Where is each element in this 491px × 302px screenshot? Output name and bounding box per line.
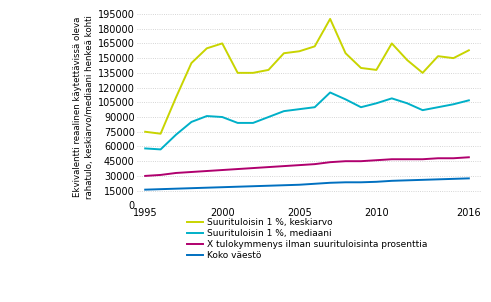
Koko väestö bbox=[281, 183, 287, 187]
Koko väestö bbox=[435, 178, 441, 181]
Suurituloisin 1 %, mediaani bbox=[297, 108, 302, 111]
X tulokymmenys ilman suurituloisinta prosenttia bbox=[420, 157, 426, 161]
X tulokymmenys ilman suurituloisinta prosenttia bbox=[297, 163, 302, 167]
Koko väestö bbox=[266, 184, 272, 188]
Koko väestö bbox=[327, 181, 333, 185]
X tulokymmenys ilman suurituloisinta prosenttia bbox=[219, 168, 225, 172]
X tulokymmenys ilman suurituloisinta prosenttia bbox=[142, 174, 148, 178]
Suurituloisin 1 %, mediaani bbox=[404, 101, 410, 105]
X tulokymmenys ilman suurituloisinta prosenttia bbox=[312, 162, 318, 166]
Suurituloisin 1 %, keskiarvo bbox=[250, 71, 256, 75]
Suurituloisin 1 %, keskiarvo bbox=[312, 44, 318, 48]
Suurituloisin 1 %, mediaani bbox=[312, 105, 318, 109]
Suurituloisin 1 %, keskiarvo bbox=[297, 50, 302, 53]
Suurituloisin 1 %, keskiarvo bbox=[327, 17, 333, 21]
Koko väestö bbox=[374, 180, 380, 184]
Suurituloisin 1 %, mediaani bbox=[189, 120, 194, 124]
X tulokymmenys ilman suurituloisinta prosenttia bbox=[173, 171, 179, 175]
Suurituloisin 1 %, keskiarvo bbox=[219, 42, 225, 45]
Suurituloisin 1 %, keskiarvo bbox=[343, 51, 349, 55]
X tulokymmenys ilman suurituloisinta prosenttia bbox=[235, 167, 241, 171]
Suurituloisin 1 %, mediaani bbox=[435, 105, 441, 109]
Suurituloisin 1 %, mediaani bbox=[450, 102, 456, 106]
Suurituloisin 1 %, mediaani bbox=[219, 115, 225, 119]
Suurituloisin 1 %, mediaani bbox=[204, 114, 210, 118]
Koko väestö bbox=[466, 177, 472, 180]
Line: Suurituloisin 1 %, mediaani: Suurituloisin 1 %, mediaani bbox=[145, 92, 469, 149]
X tulokymmenys ilman suurituloisinta prosenttia bbox=[158, 173, 164, 177]
Koko väestö bbox=[173, 187, 179, 191]
Suurituloisin 1 %, keskiarvo bbox=[142, 130, 148, 133]
Suurituloisin 1 %, mediaani bbox=[173, 133, 179, 137]
Suurituloisin 1 %, mediaani bbox=[266, 115, 272, 119]
Koko väestö bbox=[404, 178, 410, 182]
X tulokymmenys ilman suurituloisinta prosenttia bbox=[374, 158, 380, 162]
Line: Koko väestö: Koko väestö bbox=[145, 178, 469, 190]
Koko väestö bbox=[142, 188, 148, 191]
Suurituloisin 1 %, keskiarvo bbox=[435, 54, 441, 58]
Suurituloisin 1 %, keskiarvo bbox=[266, 68, 272, 72]
Suurituloisin 1 %, mediaani bbox=[327, 91, 333, 94]
Suurituloisin 1 %, keskiarvo bbox=[420, 71, 426, 75]
Suurituloisin 1 %, mediaani bbox=[250, 121, 256, 125]
Koko väestö bbox=[235, 185, 241, 188]
Suurituloisin 1 %, keskiarvo bbox=[389, 42, 395, 45]
Suurituloisin 1 %, keskiarvo bbox=[466, 48, 472, 52]
Koko väestö bbox=[312, 182, 318, 185]
Suurituloisin 1 %, keskiarvo bbox=[281, 51, 287, 55]
Legend: Suurituloisin 1 %, keskiarvo, Suurituloisin 1 %, mediaani, X tulokymmenys ilman : Suurituloisin 1 %, keskiarvo, Suurituloi… bbox=[187, 218, 427, 261]
Suurituloisin 1 %, keskiarvo bbox=[404, 58, 410, 62]
Suurituloisin 1 %, keskiarvo bbox=[450, 56, 456, 60]
X tulokymmenys ilman suurituloisinta prosenttia bbox=[404, 157, 410, 161]
Koko väestö bbox=[204, 186, 210, 190]
Suurituloisin 1 %, mediaani bbox=[281, 109, 287, 113]
Koko väestö bbox=[158, 187, 164, 191]
Suurituloisin 1 %, keskiarvo bbox=[374, 68, 380, 72]
X tulokymmenys ilman suurituloisinta prosenttia bbox=[281, 164, 287, 168]
X tulokymmenys ilman suurituloisinta prosenttia bbox=[450, 156, 456, 160]
Suurituloisin 1 %, mediaani bbox=[158, 148, 164, 151]
Suurituloisin 1 %, keskiarvo bbox=[158, 132, 164, 136]
Koko väestö bbox=[450, 177, 456, 181]
X tulokymmenys ilman suurituloisinta prosenttia bbox=[358, 159, 364, 163]
Suurituloisin 1 %, mediaani bbox=[142, 146, 148, 150]
Suurituloisin 1 %, mediaani bbox=[343, 98, 349, 101]
Suurituloisin 1 %, mediaani bbox=[235, 121, 241, 125]
Suurituloisin 1 %, keskiarvo bbox=[189, 61, 194, 65]
Koko väestö bbox=[297, 183, 302, 187]
Y-axis label: Ekvivalentti reaalinen käytettävissä oleva
rahatulo, keskiarvo/mediaani henkeä k: Ekvivalentti reaalinen käytettävissä ole… bbox=[73, 15, 94, 199]
X tulokymmenys ilman suurituloisinta prosenttia bbox=[435, 156, 441, 160]
Koko väestö bbox=[389, 179, 395, 183]
Suurituloisin 1 %, keskiarvo bbox=[173, 95, 179, 99]
Koko väestö bbox=[343, 181, 349, 184]
X tulokymmenys ilman suurituloisinta prosenttia bbox=[389, 157, 395, 161]
Koko väestö bbox=[250, 185, 256, 188]
X tulokymmenys ilman suurituloisinta prosenttia bbox=[204, 169, 210, 173]
Koko väestö bbox=[420, 178, 426, 182]
X tulokymmenys ilman suurituloisinta prosenttia bbox=[189, 170, 194, 174]
Suurituloisin 1 %, mediaani bbox=[374, 101, 380, 105]
Line: X tulokymmenys ilman suurituloisinta prosenttia: X tulokymmenys ilman suurituloisinta pro… bbox=[145, 157, 469, 176]
Koko väestö bbox=[358, 181, 364, 184]
Suurituloisin 1 %, keskiarvo bbox=[358, 66, 364, 70]
Suurituloisin 1 %, mediaani bbox=[420, 108, 426, 112]
Suurituloisin 1 %, keskiarvo bbox=[204, 47, 210, 50]
Koko väestö bbox=[219, 185, 225, 189]
X tulokymmenys ilman suurituloisinta prosenttia bbox=[327, 160, 333, 164]
X tulokymmenys ilman suurituloisinta prosenttia bbox=[250, 166, 256, 170]
X tulokymmenys ilman suurituloisinta prosenttia bbox=[343, 159, 349, 163]
Suurituloisin 1 %, mediaani bbox=[389, 97, 395, 100]
Suurituloisin 1 %, mediaani bbox=[466, 98, 472, 102]
X tulokymmenys ilman suurituloisinta prosenttia bbox=[466, 156, 472, 159]
X tulokymmenys ilman suurituloisinta prosenttia bbox=[266, 165, 272, 169]
Suurituloisin 1 %, mediaani bbox=[358, 105, 364, 109]
Suurituloisin 1 %, keskiarvo bbox=[235, 71, 241, 75]
Koko väestö bbox=[189, 186, 194, 190]
Line: Suurituloisin 1 %, keskiarvo: Suurituloisin 1 %, keskiarvo bbox=[145, 19, 469, 134]
